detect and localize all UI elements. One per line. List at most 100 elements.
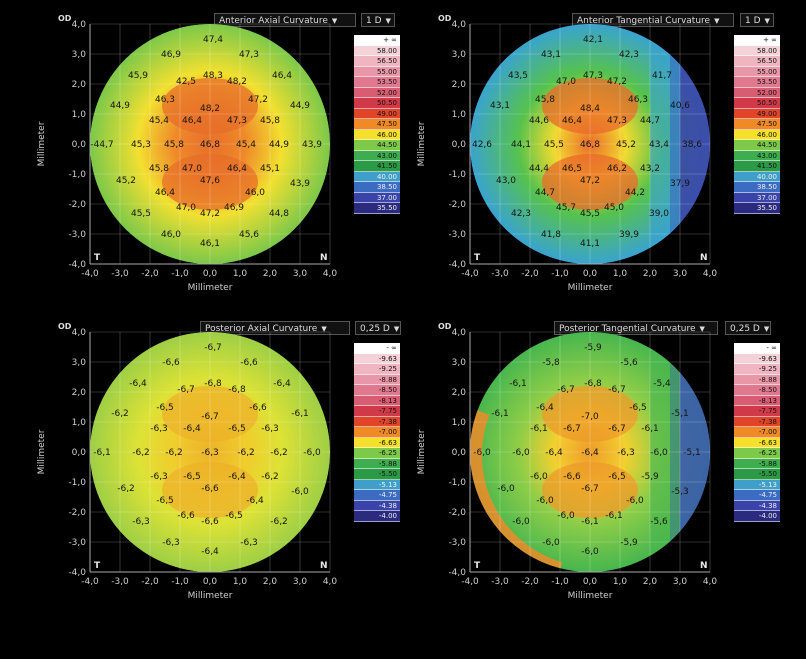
legend-entry: 40.00 xyxy=(734,171,780,182)
curvature-value: 45,8 xyxy=(535,95,555,105)
curvature-value: 46,9 xyxy=(161,50,181,60)
curvature-value: 45,8 xyxy=(260,116,280,126)
curvature-value: 48,4 xyxy=(580,104,600,114)
curvature-value: -6,2 xyxy=(270,448,288,458)
curvature-value: 37,9 xyxy=(670,179,690,189)
curvature-value: 45,0 xyxy=(604,203,624,213)
curvature-value: 46,4 xyxy=(182,116,202,126)
legend-entry: -8.50 xyxy=(734,385,780,396)
curvature-value: -6,5 xyxy=(228,424,246,434)
legend-entry: -4.75 xyxy=(354,490,400,501)
curvature-value: 46,3 xyxy=(628,95,648,105)
curvature-value: -6,7 xyxy=(177,385,195,395)
x-tick-label: -4,0 xyxy=(81,269,99,279)
curvature-value: -6,1 xyxy=(93,448,111,458)
curvature-value: 41,7 xyxy=(652,71,672,81)
curvature-value: 47,3 xyxy=(227,116,247,126)
legend-entry: -4.75 xyxy=(734,490,780,501)
y-tick-label: -4,0 xyxy=(68,260,86,270)
legend-entry: 50.50 xyxy=(734,98,780,109)
curvature-value: -6,2 xyxy=(165,448,183,458)
x-tick-label: -1,0 xyxy=(171,577,189,587)
curvature-value: -6,0 xyxy=(650,448,668,458)
legend-entry: -5.13 xyxy=(354,479,400,490)
legend-entry: -4.38 xyxy=(354,500,400,511)
curvature-value: 42,3 xyxy=(619,50,639,60)
curvature-value: -6,0 xyxy=(536,496,554,506)
chevron-down-icon: ▼ xyxy=(331,17,338,25)
curvature-value: -5,3 xyxy=(671,487,689,497)
hot-zone xyxy=(542,154,638,210)
x-tick-label: 0,0 xyxy=(583,269,598,279)
chevron-down-icon: ▼ xyxy=(699,325,705,333)
legend-entry: -9.63 xyxy=(354,353,400,364)
chevron-down-icon: ▼ xyxy=(385,17,391,25)
curvature-map: -4,0 -3,0 -2,0 -1,0 0,0 1,0 2,0 3,0 4,0 4,0 3,0 2,0… xyxy=(37,20,337,293)
map-type-dropdown[interactable]: Posterior Tangential Curvature ▼ xyxy=(554,321,718,335)
curvature-value: 45,4 xyxy=(149,116,169,126)
x-tick-label: -3,0 xyxy=(491,269,509,279)
legend-entry: 56.50 xyxy=(354,56,400,67)
curvature-value: 45,8 xyxy=(164,140,184,150)
legend-entry: -9.25 xyxy=(734,364,780,375)
curvature-value: -6,5 xyxy=(629,403,647,413)
curvature-value: -6,0 xyxy=(512,517,530,527)
x-tick-label: -3,0 xyxy=(111,269,129,279)
y-tick-label: 0,0 xyxy=(452,140,467,150)
y-tick-label: 1,0 xyxy=(452,418,467,428)
curvature-value: -6,0 xyxy=(557,511,575,521)
step-dropdown[interactable]: 1 D ▼ xyxy=(361,13,395,27)
step-label: 0,25 D xyxy=(730,324,760,334)
curvature-value: -6,8 xyxy=(228,385,246,395)
legend-entry: 43.00 xyxy=(354,150,400,161)
x-tick-label: 3,0 xyxy=(293,269,308,279)
x-tick-label: -2,0 xyxy=(141,269,159,279)
curvature-value: 44,1 xyxy=(511,140,531,150)
curvature-value: 45,5 xyxy=(544,140,564,150)
curvature-value: 46,8 xyxy=(580,140,600,150)
curvature-value: -6,0 xyxy=(530,472,548,482)
x-tick-label: 3,0 xyxy=(673,577,688,587)
curvature-value: -6,5 xyxy=(225,511,243,521)
y-tick-label: -1,0 xyxy=(448,170,466,180)
hot-zone xyxy=(542,386,638,442)
map-surface xyxy=(90,332,330,572)
step-dropdown[interactable]: 0,25 D ▼ xyxy=(725,321,771,335)
map-type-dropdown[interactable]: Posterior Axial Curvature ▼ xyxy=(200,321,350,335)
curvature-value: 46,4 xyxy=(272,71,292,81)
temporal-marker: T xyxy=(94,253,101,263)
color-scale-legend: + ∞ 58.00 56.50 55.00 53.50 52.00 50.50 49.00 47… xyxy=(354,35,400,214)
curvature-value: -6,5 xyxy=(156,496,174,506)
map-type-dropdown[interactable]: Anterior Tangential Curvature ▼ xyxy=(572,13,734,27)
step-dropdown[interactable]: 1 D ▼ xyxy=(740,13,774,27)
legend-entry: 43.00 xyxy=(734,150,780,161)
nasal-marker: N xyxy=(320,561,328,571)
legend-entry: - ∞ xyxy=(734,343,780,354)
curvature-value: 46,4 xyxy=(562,116,582,126)
x-tick-label: -2,0 xyxy=(521,269,539,279)
y-tick-label: 2,0 xyxy=(72,80,87,90)
curvature-value: 43,9 xyxy=(290,179,310,189)
step-dropdown[interactable]: 0,25 D ▼ xyxy=(355,321,401,335)
x-tick-label: 3,0 xyxy=(673,269,688,279)
curvature-value: -6,4 xyxy=(201,547,219,557)
curvature-value: 42,3 xyxy=(511,209,531,219)
curvature-value: 45,7 xyxy=(556,203,576,213)
hot-zone xyxy=(542,78,638,134)
x-axis-label: Millimeter xyxy=(188,591,233,601)
curvature-value: -6,1 xyxy=(491,409,509,419)
curvature-value: -6,4 xyxy=(183,424,201,434)
curvature-value: 44,4 xyxy=(529,164,549,174)
y-axis-label: Millimeter xyxy=(417,121,427,166)
curvature-value: 41,1 xyxy=(580,239,600,249)
curvature-value: -6,4 xyxy=(129,379,147,389)
x-axis-label: Millimeter xyxy=(568,283,613,293)
legend-entry: -6.63 xyxy=(354,437,400,448)
curvature-value: -6,7 xyxy=(204,343,222,353)
y-tick-label: 0,0 xyxy=(72,448,87,458)
map-type-dropdown[interactable]: Anterior Axial Curvature ▼ xyxy=(214,13,356,27)
nasal-marker: N xyxy=(320,253,328,263)
curvature-value: -6,7 xyxy=(608,385,626,395)
legend-entry: 56.50 xyxy=(734,56,780,67)
legend-entry: 35.50 xyxy=(354,203,400,214)
